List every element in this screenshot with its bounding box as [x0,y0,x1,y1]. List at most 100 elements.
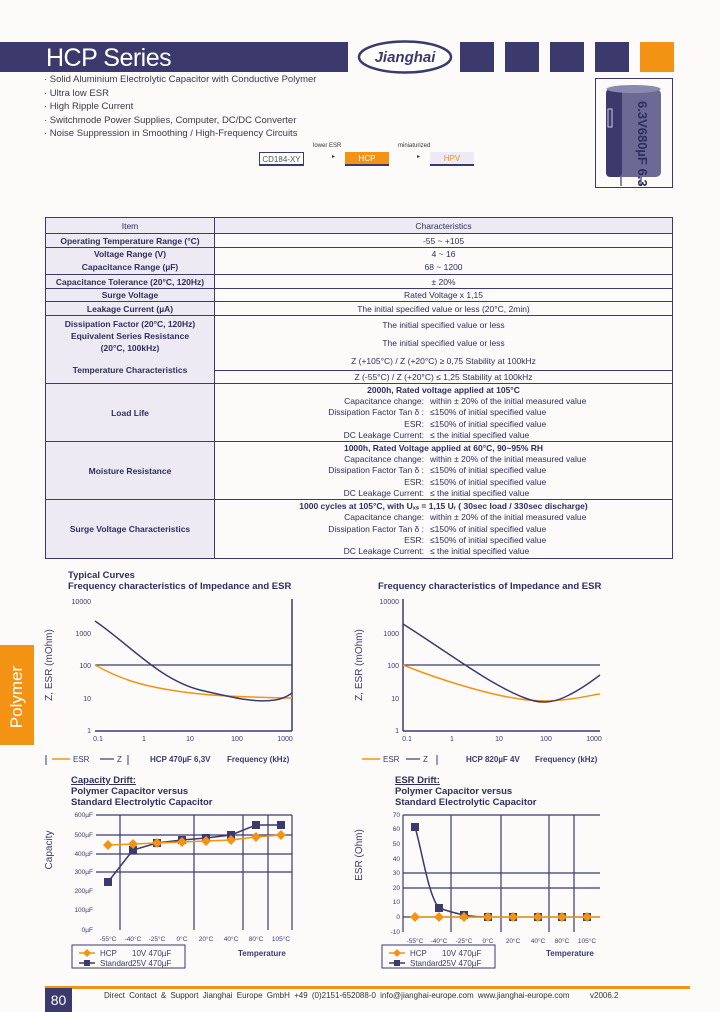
svg-text:0°C: 0°C [483,937,494,945]
row-value: 1000 cycles at 105°C, with Uₓₛ = 1,15 Uᵣ… [214,499,673,559]
chart4-x-ticks: -55°C -40°C -25°C 0°C 20°C 40°C 80°C 105… [407,937,597,945]
capacitance-value: 68 ~ 1200 [424,262,463,272]
chart4-ylabel: ESR (Ohm) [354,829,365,881]
capacitor-marking: 6.3V680µF 6.3 [635,101,650,186]
param-label: Capacitance change: [344,512,424,523]
svg-text:1: 1 [87,728,91,735]
svg-text:40°C: 40°C [224,935,239,943]
feature-list: · Solid Aluminium Electrolytic Capacitor… [44,73,316,141]
feature-item: · Switchmode Power Supplies, Computer, D… [44,114,297,126]
chart2-subtitle: HCP 820µF 4V [466,755,520,764]
svg-text:1000: 1000 [277,736,293,743]
param-value: ≤ the initial specified value [430,488,530,499]
arrow-icon: ▸ [332,154,336,160]
capacitor-icon: 6.3V680µF 6.3 [606,85,661,187]
row-label: Surge Voltage Characteristics [45,499,215,559]
impedance-chart-470uf: Z, ESR (mOhm) 10000 1000 100 10 1 0.1 1 … [44,599,293,765]
param-value: within ± 20% of the initial measured val… [430,454,587,465]
feature-item: · Noise Suppression in Smoothing / High-… [44,128,298,139]
row-value: The initial specified value or less (20°… [214,301,673,316]
svg-text:100: 100 [387,663,399,670]
chart3-ylabel: Capacity [44,831,55,870]
chart1-title: Frequency characteristics of Impedance a… [68,581,292,592]
svg-text:105°C: 105°C [272,935,290,943]
voltage-value: 4 ~ 16 [431,249,456,259]
legend-hcp: HCP [100,949,117,958]
row-value: The initial specified value or less The … [214,315,673,371]
spec-table: Item Characteristics Operating Temperatu… [45,217,673,559]
param-label: Dissipation Factor Tan δ : [328,465,424,476]
chart2-title: Frequency characteristics of Impedance a… [378,581,602,592]
svg-text:60: 60 [393,826,401,833]
arrow-icon: ▸ [417,154,421,160]
page-title: HCP Series [46,44,172,72]
svg-text:0.1: 0.1 [402,736,412,743]
svg-text:105°C: 105°C [578,937,596,945]
legend-standard-spec: 25V 470µF [442,959,481,968]
param-label: DC Leakage Current: [343,546,424,557]
param-label: Capacitance change: [344,454,424,465]
header-square [505,42,539,72]
temp-char-value-2: Z (-55°C) / Z (+20°C) ≤ 1,25 Stability a… [214,370,673,384]
param-value: ≤150% of initial specified value [430,418,547,429]
feature-item: · Ultra low ESR [44,87,109,99]
footer-contact: Direct Contact & Support Jianghai Europe… [104,991,570,1000]
row-value: 1000h, Rated Voltage applied at 60°C, 90… [214,441,673,501]
svg-text:0µF: 0µF [82,927,93,934]
row-value: 2000h, Rated voltage applied at 105°C Ca… [214,382,673,443]
param-label: Dissipation Factor Tan δ : [328,407,424,418]
svg-text:-40°C: -40°C [125,935,142,943]
chart3-title: Capacity Drift: [71,775,136,786]
esr-label: Equivalent Series Resistance (20°C, 100k… [70,331,190,353]
header-item: Item [45,217,215,234]
chart3-subtitle: Polymer Capacitor versus Standard Electr… [71,786,213,808]
svg-text:1000: 1000 [75,631,91,638]
capacitance-label: Capacitance Range (µF) [81,262,179,272]
dissipation-value: The initial specified value or less [382,320,505,330]
param-value: ≤ the initial specified value [430,546,530,557]
chart1-y-ticks: 10000 1000 100 10 1 [72,599,92,735]
param-label: DC Leakage Current: [343,488,424,499]
svg-text:1: 1 [395,728,399,735]
svg-text:-25°C: -25°C [149,935,166,943]
voltage-label: Voltage Range (V) [93,249,167,259]
hcp-markers [103,830,286,850]
lower-esr-label: lower ESR [313,143,342,149]
esr-curve [94,664,293,699]
header-square [595,42,629,72]
svg-text:80°C: 80°C [555,937,570,945]
svg-text:30: 30 [393,870,401,877]
svg-text:300µF: 300µF [74,869,93,876]
row-value: 4 ~ 16 68 ~ 1200 [214,247,673,275]
svg-text:20°C: 20°C [199,935,214,943]
param-value: ≤ the initial specified value [430,429,530,440]
param-value: ≤150% of initial specified value [430,523,547,534]
svg-text:20°C: 20°C [506,937,521,945]
page-number: 80 [45,988,72,1012]
param-label: ESR: [404,418,424,429]
row-value: Rated Voltage x 1,15 [214,288,673,302]
legend-standard: Standard [100,959,132,968]
feature-item: · High Ripple Current [44,101,134,112]
row-label: Voltage Range (V) Capacitance Range (µF) [45,247,215,275]
feature-item: · Solid Aluminium Electrolytic Capacitor… [44,74,317,85]
chart2-y-ticks: 10000 1000 100 10 1 [380,599,400,735]
svg-text:100: 100 [540,736,552,743]
capacity-drift-chart: Capacity 600µF 500µF 400µF 300µF 200µF 1… [44,812,293,969]
esr-drift-chart: ESR (Ohm) 70 60 50 40 30 20 10 0 -10 -55… [354,812,600,969]
esr-value: The initial specified value or less [382,338,505,348]
series-box-current: HCP [345,152,389,166]
svg-text:-55°C: -55°C [407,937,424,945]
miniaturized-label: miniaturized [398,143,431,149]
jianghai-logo: Jianghai [357,40,453,74]
legend-z: Z [117,755,122,764]
row-label: Load Life [45,382,215,443]
row-label: Operating Temperature Range (°C) [45,233,215,248]
svg-text:10: 10 [186,736,194,743]
impedance-chart-820uf: Z, ESR (mOhm) 10000 1000 100 10 1 0.1 1 … [354,599,602,765]
chart3-xlabel: Temperature [238,949,286,958]
param-value: within ± 20% of the initial measured val… [430,512,587,523]
temp-char-value-1: Z (+105°C) / Z (+20°C) ≥ 0,75 Stability … [351,356,536,366]
row-label: Dissipation Factor (20°C, 120Hz) Equival… [45,315,215,384]
chart1-x-ticks: 0.1 1 10 100 1000 [93,736,293,743]
